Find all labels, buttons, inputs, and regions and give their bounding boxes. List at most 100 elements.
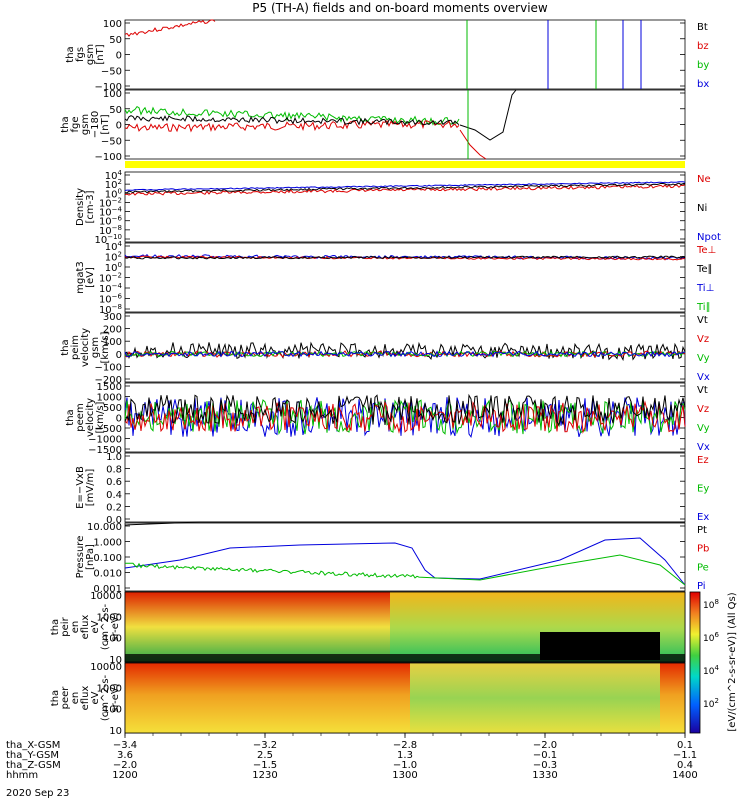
legend-fgs-1: bz	[697, 41, 709, 52]
trace-fge-bt	[459, 89, 517, 141]
spectrogram-group	[124, 591, 686, 734]
ylabel-line: [nPa]	[85, 544, 96, 570]
legend-efield-1: Ey	[697, 484, 709, 495]
legend-density-0: Ne	[697, 174, 711, 185]
ylabel-line: eV	[90, 691, 101, 704]
trace-fge-by	[124, 105, 460, 126]
ytick-label: −1500	[88, 445, 122, 456]
xtick-y-gsm: 2.5	[257, 750, 273, 761]
ylabel-line: gsm	[90, 337, 101, 358]
legend-efield-0: Ez	[697, 455, 709, 466]
ylabel-line: eflux	[80, 615, 91, 640]
ytick-label: 10.000	[87, 522, 122, 533]
ytick-label: 1.0	[106, 452, 122, 463]
ytick-label: −500	[95, 424, 122, 435]
ylabel-line: E=−VxB	[75, 466, 86, 509]
ylabel-line: en	[70, 621, 81, 634]
ylabel-peim: tha peim velocity gsm [km/s]	[60, 328, 111, 367]
ytick-label: 0.2	[106, 502, 122, 513]
ylabel-line: [mV/m]	[85, 469, 96, 507]
xtick-x-gsm: 0.1	[677, 740, 693, 751]
ytick-label: 500	[103, 403, 122, 414]
trace-peem-vt	[124, 393, 686, 427]
ytick-label: 10	[109, 655, 122, 666]
trace-pi	[124, 537, 686, 586]
ytick-label: −200	[95, 375, 122, 386]
ylabel-line: (cm^2-s-	[100, 674, 111, 721]
xtick-y-gsm: 3.6	[117, 750, 133, 761]
peir-frame	[124, 591, 686, 663]
ytick-label: 50	[109, 105, 122, 116]
legend-fgs-2: by	[697, 60, 709, 71]
trace-ne	[124, 184, 686, 196]
ytick-label: 100	[103, 19, 122, 30]
legend-pressure-0: Pt	[697, 525, 707, 536]
ytick-label: −100	[95, 152, 122, 163]
ytick-label: 10	[109, 726, 122, 737]
trace-fgs-bz	[124, 19, 216, 37]
ytick-label: −100	[95, 82, 122, 93]
xtick-y-gsm: −1.1	[673, 750, 697, 761]
ytick-label: 0.001	[93, 584, 122, 595]
ylabel-fgs: tha fgs gsm [nT]	[65, 44, 106, 65]
legend-pressure-3: Pi	[697, 581, 706, 592]
ylabel-line: velocity	[85, 398, 96, 437]
xtick-z-gsm: −1.0	[393, 760, 417, 771]
panel-frame	[124, 171, 686, 243]
xtick-z-gsm: 0.4	[677, 760, 693, 771]
ylabel-line: mgat3	[75, 261, 86, 294]
ylabel-line: eflux	[80, 686, 91, 711]
panel-frame	[124, 312, 686, 383]
ytick-label: 0.8	[106, 465, 122, 476]
ytick-label: 0	[116, 414, 122, 425]
trace-te-par	[124, 255, 686, 260]
ylabel-line: [km/s]	[95, 401, 106, 433]
ylabel-line: sr-eV)	[110, 683, 121, 712]
legend-peim-3: Vx	[697, 372, 710, 383]
row-label: tha_Z-GSM	[6, 760, 61, 771]
legend-temp-0: Te⊥	[696, 245, 716, 256]
panel-efield: 1.0 0.80.6 0.40.2 0.0 E=−VxB [mV/m] Ez Ey Ex	[75, 452, 709, 526]
ylabel-line: [km/s]	[100, 331, 111, 363]
ylabel-temp: mgat3 [eV]	[75, 261, 96, 294]
ylabel-line: −180	[90, 111, 101, 138]
ytick-label: 1500	[97, 382, 122, 393]
ylabel-line: tha	[65, 46, 76, 62]
legend-temp-1: Te∥	[696, 264, 713, 275]
legend-pressure-2: Pe	[697, 562, 709, 573]
trace-npot	[124, 181, 686, 191]
ytick-label: 0.100	[93, 553, 122, 564]
ytick-label: 0	[116, 51, 122, 62]
ylabel-peem: tha peem velocity [km/s]	[65, 398, 106, 437]
ylabel-line: [cm-3]	[85, 190, 96, 223]
row-label: tha_Y-GSM	[6, 750, 59, 761]
ylabel-line: velocity	[80, 328, 91, 367]
trace-pe	[124, 554, 686, 586]
ytick-label: 10000	[90, 591, 122, 602]
peir-dropout-band	[125, 654, 685, 662]
colorbar	[689, 591, 701, 734]
ytick-label: 0	[116, 121, 122, 132]
ytick-label: 0.010	[93, 569, 122, 580]
ytick-label: 10000	[90, 662, 122, 673]
ylabel-line: tha	[50, 619, 61, 635]
panel-fgs: 100 50 0 −50 −100 tha fgs gsm [nT] Bt bz by bx	[65, 19, 709, 93]
ytick-label: 0	[116, 350, 122, 361]
legend-temp-3: Ti∥	[696, 302, 711, 313]
legend-density-1: Ni	[697, 203, 707, 214]
ylabel-line: tha	[60, 339, 71, 355]
chart-title: P5 (TH-A) fields and on-board moments ov…	[252, 1, 548, 15]
ytick-label: 100	[103, 705, 122, 716]
xtick-x-gsm: −2.8	[393, 740, 417, 751]
ytick-label: 0.0	[106, 515, 122, 526]
legend-peem-3: Vx	[697, 442, 710, 453]
trace-fge-bz	[124, 119, 460, 133]
legend-temp-2: Ti⊥	[696, 283, 714, 294]
xtick-z-gsm: −2.0	[113, 760, 137, 771]
ytick-label: −50	[101, 136, 122, 147]
legend-fgs-0: Bt	[697, 22, 708, 33]
legend-peem-0: Vt	[697, 385, 708, 396]
xtick-x-gsm: −2.0	[533, 740, 557, 751]
